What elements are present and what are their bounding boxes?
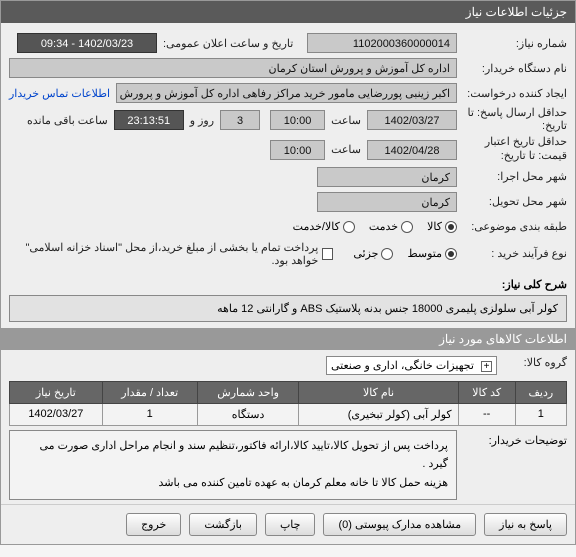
radio-dot-icon [401,221,413,233]
label-deadline: حداقل ارسال پاسخ: تا تاریخ: [457,107,567,133]
label-exec-city: شهر محل اجرا: [457,170,567,183]
attachments-button[interactable]: مشاهده مدارک پیوستی (0) [323,513,476,536]
th-name: نام کالا [299,381,458,403]
table-row[interactable]: 1 -- کولر آبی (کولر تبخیری) دستگاه 1 140… [10,403,567,425]
radio-dot-icon [343,221,355,233]
row-need-number: شماره نیاز: 1102000360000014 تاریخ و ساع… [9,32,567,54]
label-buyer: نام دستگاه خریدار: [457,62,567,75]
desc-box: کولر آبی سلولزی پلیمری 18000 جنس بدنه پل… [9,295,567,322]
form-area: شماره نیاز: 1102000360000014 تاریخ و ساع… [1,23,575,274]
print-button[interactable]: چاپ [265,513,316,536]
cell-row: 1 [515,403,566,425]
label-validity-time: ساعت [325,143,367,156]
row-requester: ایجاد کننده درخواست: اکبر زینبی پوررضایی… [9,82,567,104]
radio-goods-service[interactable]: کالا/خدمت [293,220,355,233]
radio-dot-icon [381,248,393,260]
cell-qty: 1 [102,403,197,425]
field-requester: اکبر زینبی پوررضایی مامور خرید مراکز رفا… [116,83,457,103]
link-buyer-contact[interactable]: اطلاعات تماس خریدار [9,87,110,100]
field-announce-datetime: 1402/03/23 - 09:34 [17,33,157,53]
field-deadline-date: 1402/03/27 [367,110,457,130]
row-deadline: حداقل ارسال پاسخ: تا تاریخ: 1402/03/27 س… [9,107,567,133]
row-group: گروه کالا: + تجهیزات خانگی، اداری و صنعت… [9,356,567,375]
need-details-window: جزئیات اطلاعات نیاز شماره نیاز: 11020003… [0,0,576,545]
radio-dot-icon [445,221,457,233]
label-validity: حداقل تاریخ اعتبار قیمت: تا تاریخ: [457,136,567,162]
reply-button[interactable]: پاسخ به نیاز [484,513,567,536]
cell-name: کولر آبی (کولر تبخیری) [299,403,458,425]
radio-goods[interactable]: کالا [427,220,457,233]
label-category: طبقه بندی موضوعی: [457,220,567,233]
cell-date: 1402/03/27 [10,403,103,425]
label-process: نوع فرآیند خرید : [457,247,567,260]
group-tree[interactable]: + تجهیزات خانگی، اداری و صنعتی [326,356,497,375]
back-button[interactable]: بازگشت [189,513,257,536]
label-announce-datetime: تاریخ و ساعت اعلان عمومی: [157,37,307,50]
th-qty: تعداد / مقدار [102,381,197,403]
row-category: طبقه بندی موضوعی: کالا خدمت کالا/خدمت [9,216,567,238]
field-validity-date: 1402/04/28 [367,140,457,160]
tree-expand-icon[interactable]: + [481,361,492,372]
field-need-number: 1102000360000014 [307,33,457,53]
th-code: کد کالا [458,381,515,403]
cell-unit: دستگاه [197,403,299,425]
label-remaining: ساعت باقی مانده [21,114,114,127]
th-date: تاریخ نیاز [10,381,103,403]
row-exec-city: شهر محل اجرا: کرمان [9,166,567,188]
label-group: گروه کالا: [497,356,567,369]
field-exec-city: کرمان [317,167,457,187]
field-countdown: 23:13:51 [114,110,184,130]
radio-dot-icon [445,248,457,260]
label-buyer-notes: توضیحات خریدار: [457,430,567,447]
radio-medium[interactable]: متوسط [407,247,457,260]
row-deliv-city: شهر محل تحویل: کرمان [9,191,567,213]
radio-service[interactable]: خدمت [369,220,413,233]
row-buyer: نام دستگاه خریدار: اداره کل آموزش و پرور… [9,57,567,79]
section-items-title: اطلاعات کالاهای مورد نیاز [1,328,575,350]
button-bar: پاسخ به نیاز مشاهده مدارک پیوستی (0) چاپ… [1,504,575,544]
field-deadline-time: 10:00 [270,110,325,130]
field-deliv-city: کرمان [317,192,457,212]
label-deliv-city: شهر محل تحویل: [457,195,567,208]
process-radio-group: متوسط جزئی [353,247,457,260]
th-row: ردیف [515,381,566,403]
desc-title: شرح کلی نیاز: [9,278,567,291]
row-process: نوع فرآیند خرید : متوسط جزئی پرداخت تمام… [9,241,567,267]
treasury-note: پرداخت تمام یا بخشی از مبلغ خرید،از محل … [9,241,318,267]
th-unit: واحد شمارش [197,381,299,403]
group-value: تجهیزات خانگی، اداری و صنعتی [331,360,474,372]
row-validity: حداقل تاریخ اعتبار قیمت: تا تاریخ: 1402/… [9,136,567,162]
category-radio-group: کالا خدمت کالا/خدمت [293,220,457,233]
label-need-number: شماره نیاز: [457,37,567,50]
label-days: روز و [184,114,220,127]
label-requester: ایجاد کننده درخواست: [457,87,567,100]
exit-button[interactable]: خروج [126,513,181,536]
label-deadline-time: ساعت [325,114,367,127]
items-table: ردیف کد کالا نام کالا واحد شمارش تعداد /… [9,381,567,426]
field-buyer: اداره کل آموزش و پرورش استان کرمان [9,58,457,78]
radio-minor[interactable]: جزئی [353,247,393,260]
cell-code: -- [458,403,515,425]
window-titlebar: جزئیات اطلاعات نیاز [1,1,575,23]
desc-wrap: شرح کلی نیاز: کولر آبی سلولزی پلیمری 180… [9,278,567,322]
field-validity-time: 10:00 [270,140,325,160]
field-days-left: 3 [220,110,260,130]
items-thead: ردیف کد کالا نام کالا واحد شمارش تعداد /… [10,381,567,403]
treasury-checkbox[interactable] [322,248,333,260]
row-notes: توضیحات خریدار: پرداخت پس از تحویل کالا،… [9,430,567,500]
buyer-notes-box: پرداخت پس از تحویل کالا،تایید کالا،ارائه… [9,430,457,500]
